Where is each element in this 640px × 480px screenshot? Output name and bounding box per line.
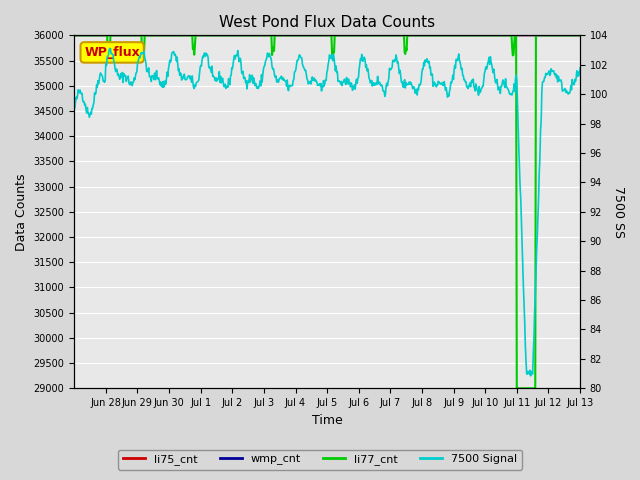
Title: West Pond Flux Data Counts: West Pond Flux Data Counts <box>219 15 435 30</box>
wmp_cnt <box>379 33 387 38</box>
wmp_cnt <box>408 33 415 38</box>
Text: WP_flux: WP_flux <box>84 46 140 59</box>
7500 Signal <box>408 83 416 88</box>
li75_cnt <box>408 33 415 38</box>
7500 Signal <box>106 46 114 51</box>
li75_cnt <box>267 33 275 38</box>
li75_cnt <box>70 33 78 38</box>
7500 Signal <box>576 65 584 71</box>
li77_cnt <box>267 33 275 38</box>
wmp_cnt <box>130 33 138 38</box>
wmp_cnt <box>576 33 584 38</box>
li77_cnt <box>130 33 138 38</box>
7500 Signal <box>268 58 275 63</box>
wmp_cnt <box>223 33 230 38</box>
X-axis label: Time: Time <box>312 414 342 427</box>
Y-axis label: 7500 SS: 7500 SS <box>612 186 625 238</box>
wmp_cnt <box>267 33 275 38</box>
Line: 7500 Signal: 7500 Signal <box>74 48 580 376</box>
li77_cnt <box>576 33 584 38</box>
7500 Signal <box>131 75 138 81</box>
li75_cnt <box>248 33 255 38</box>
li75_cnt <box>223 33 230 38</box>
Line: li77_cnt: li77_cnt <box>74 36 580 388</box>
li77_cnt <box>223 33 230 38</box>
wmp_cnt <box>248 33 255 38</box>
li77_cnt <box>513 385 520 391</box>
li75_cnt <box>130 33 138 38</box>
li77_cnt <box>70 33 78 38</box>
7500 Signal <box>223 84 231 89</box>
li77_cnt <box>248 33 255 38</box>
7500 Signal <box>70 107 78 113</box>
7500 Signal <box>527 373 534 379</box>
7500 Signal <box>380 88 387 94</box>
Legend: li75_cnt, wmp_cnt, li77_cnt, 7500 Signal: li75_cnt, wmp_cnt, li77_cnt, 7500 Signal <box>118 450 522 469</box>
li75_cnt <box>576 33 584 38</box>
li75_cnt <box>379 33 387 38</box>
7500 Signal <box>248 72 256 78</box>
li77_cnt <box>379 33 387 38</box>
li77_cnt <box>408 33 415 38</box>
wmp_cnt <box>70 33 78 38</box>
Y-axis label: Data Counts: Data Counts <box>15 173 28 251</box>
